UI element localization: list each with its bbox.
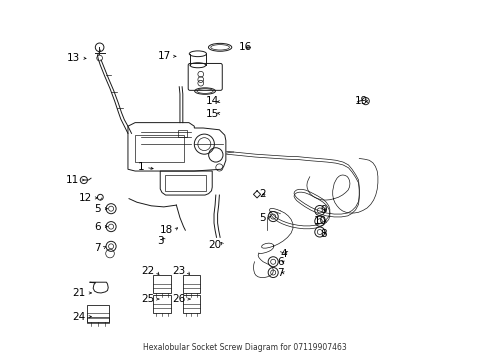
Text: 23: 23: [172, 266, 185, 276]
Text: 26: 26: [172, 294, 185, 304]
Text: 20: 20: [207, 239, 221, 249]
Text: 8: 8: [320, 229, 326, 239]
Text: 9: 9: [320, 206, 326, 216]
Text: 10: 10: [313, 216, 326, 226]
Text: 22: 22: [141, 266, 154, 276]
Text: 24: 24: [73, 312, 86, 322]
Text: 12: 12: [79, 193, 92, 203]
Text: 5: 5: [94, 204, 101, 214]
Text: 6: 6: [277, 257, 284, 267]
Text: 4: 4: [280, 248, 287, 258]
Text: 3: 3: [157, 236, 163, 246]
Text: 6: 6: [94, 222, 101, 231]
Text: 11: 11: [65, 175, 79, 185]
Text: 18: 18: [159, 225, 172, 235]
Text: 19: 19: [354, 96, 367, 106]
Text: 15: 15: [206, 109, 219, 119]
Text: 21: 21: [73, 288, 86, 298]
Text: 5: 5: [259, 213, 265, 222]
Text: 2: 2: [259, 189, 265, 199]
Text: 7: 7: [94, 243, 101, 253]
Text: Hexalobular Socket Screw Diagram for 07119907463: Hexalobular Socket Screw Diagram for 071…: [142, 343, 346, 352]
Text: 13: 13: [67, 53, 80, 63]
Text: 7: 7: [277, 268, 284, 278]
Text: 16: 16: [238, 42, 251, 52]
Text: 14: 14: [206, 96, 219, 106]
Text: 1: 1: [137, 162, 144, 172]
Text: 25: 25: [141, 294, 154, 304]
Text: 17: 17: [158, 51, 171, 61]
